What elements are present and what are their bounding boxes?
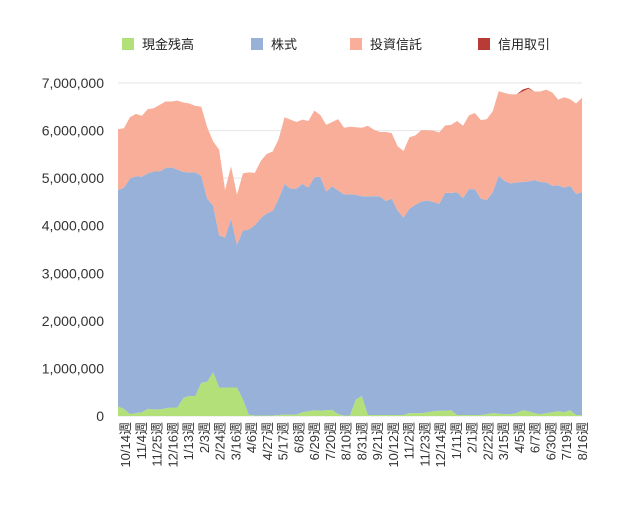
legend-label-funds: 投資信託 <box>370 37 423 52</box>
x-tick-label: 7/19週 <box>559 422 574 460</box>
y-axis-ticks: 0 1,000,000 2,000,000 3,000,000 4,000,000 5,0… <box>42 75 105 424</box>
legend: 現金残高 株式 投資信託 信用取引 <box>0 34 640 58</box>
legend-swatch-stocks <box>251 37 263 50</box>
area-series-0 <box>118 372 582 416</box>
x-tick-label: 3/15週 <box>496 422 511 460</box>
x-tick-label: 12/16週 <box>165 422 180 468</box>
x-tick-label: 3/16週 <box>228 422 243 460</box>
legend-swatch-funds <box>350 37 362 50</box>
y-tick-label: 3,000,000 <box>42 265 104 281</box>
x-tick-label: 5/17週 <box>276 422 291 460</box>
x-tick-label: 8/16週 <box>575 422 590 460</box>
x-tick-label: 9/21週 <box>370 422 385 460</box>
legend-label-cash: 現金残高 <box>142 37 195 52</box>
area-series-2 <box>118 88 582 245</box>
x-tick-label: 4/6週 <box>244 422 259 453</box>
legend-swatch-cash <box>122 37 134 50</box>
x-tick-label: 2/1週 <box>465 422 480 453</box>
x-tick-label: 6/7週 <box>528 422 543 453</box>
y-tick-label: 1,000,000 <box>42 360 104 376</box>
x-tick-label: 7/20週 <box>323 422 338 460</box>
legend-item-stocks: 株式 <box>251 34 297 53</box>
x-tick-label: 4/5週 <box>512 422 527 453</box>
legend-label-margin: 信用取引 <box>498 37 551 52</box>
x-tick-label: 10/14週 <box>118 422 133 468</box>
x-tick-label: 6/30週 <box>544 422 559 460</box>
x-tick-label: 8/10週 <box>339 422 354 460</box>
area-series-1 <box>118 167 582 416</box>
x-tick-label: 2/3週 <box>197 422 212 453</box>
x-tick-label: 10/12週 <box>386 422 401 468</box>
legend-swatch-margin <box>478 37 490 50</box>
x-tick-label: 4/27週 <box>260 422 275 460</box>
x-tick-label: 11/25週 <box>150 422 165 467</box>
area-series <box>118 87 582 416</box>
y-tick-label: 5,000,000 <box>42 170 104 186</box>
x-tick-label: 12/14週 <box>433 422 448 468</box>
x-tick-label: 1/11週 <box>449 422 464 459</box>
y-tick-label: 6,000,000 <box>42 123 104 139</box>
legend-item-cash: 現金残高 <box>122 34 194 53</box>
legend-label-stocks: 株式 <box>271 37 298 52</box>
x-tick-label: 6/8週 <box>291 422 306 453</box>
x-tick-label: 2/22週 <box>480 422 495 460</box>
x-tick-label: 11/4週 <box>134 422 149 459</box>
x-tick-label: 8/31週 <box>354 422 369 460</box>
legend-item-margin: 信用取引 <box>478 34 550 53</box>
legend-item-funds: 投資信託 <box>350 34 422 53</box>
x-tick-label: 1/13週 <box>181 422 196 460</box>
y-tick-label: 7,000,000 <box>42 75 104 91</box>
x-tick-label: 6/29週 <box>307 422 322 460</box>
x-tick-label: 2/24週 <box>213 422 228 460</box>
y-tick-label: 2,000,000 <box>42 313 104 329</box>
x-axis-ticks: 10/14週 11/4週 11/25週 12/16週 1/13週 2/3週 2/24週 3/1… <box>118 422 590 468</box>
x-tick-label: 11/23週 <box>417 422 432 467</box>
y-tick-label: 0 <box>96 408 104 424</box>
x-tick-label: 11/2週 <box>402 422 417 459</box>
y-tick-label: 4,000,000 <box>42 218 104 234</box>
